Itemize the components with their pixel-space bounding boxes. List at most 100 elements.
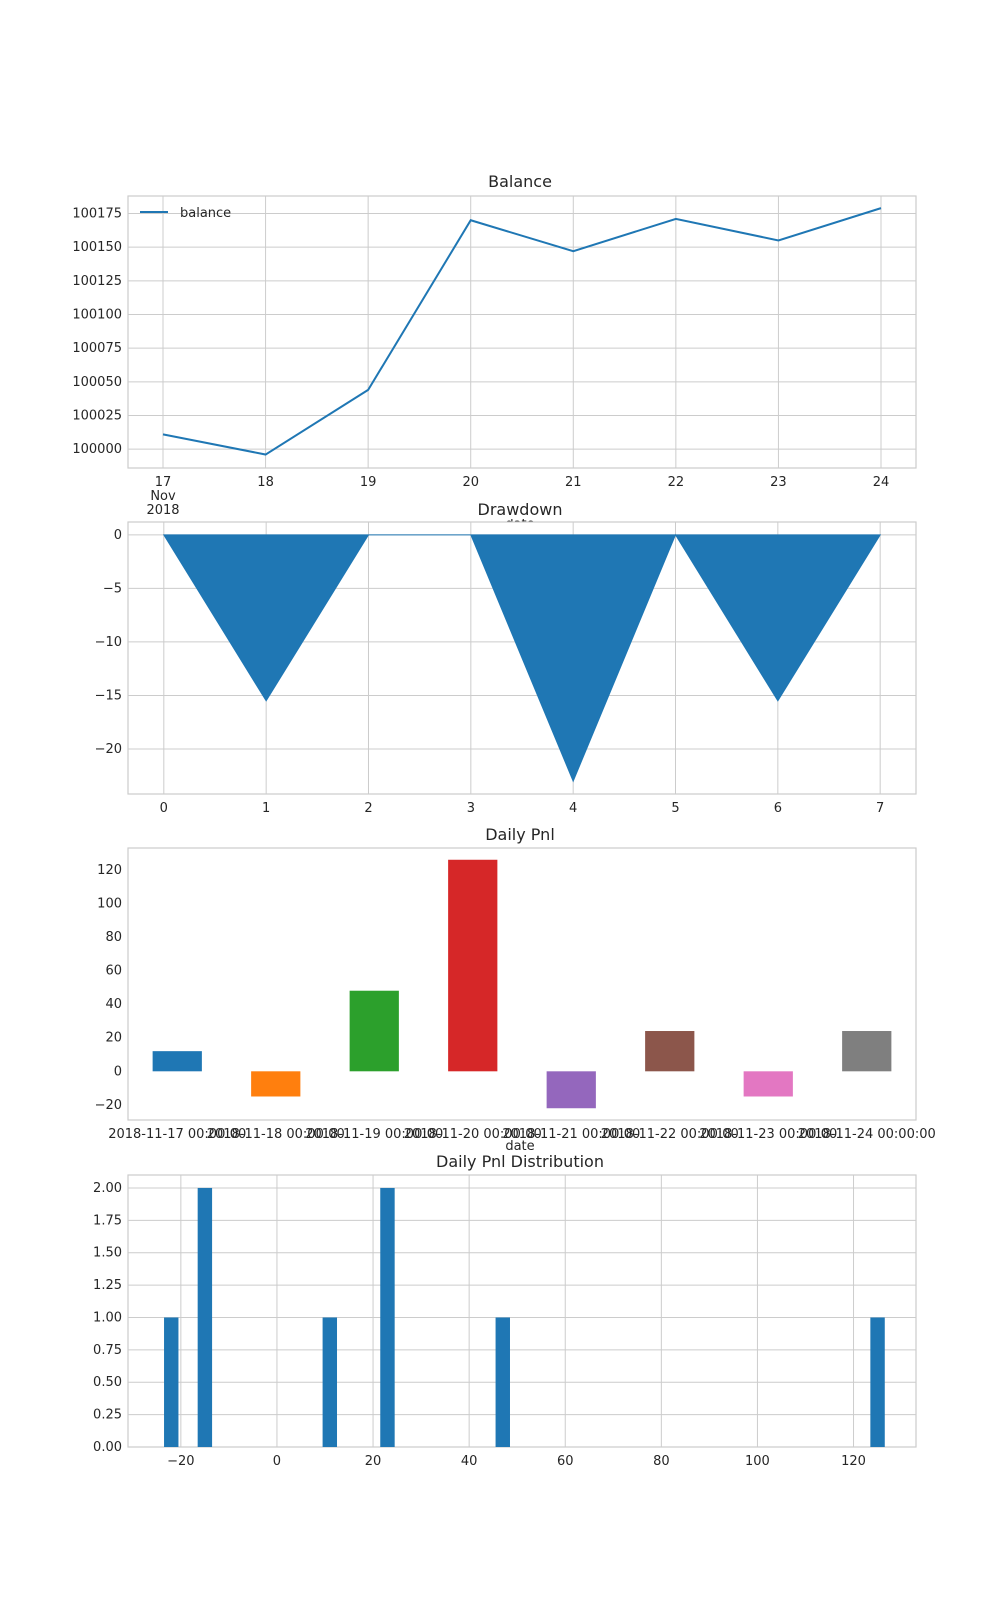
balance-y-tick-label: 100075 <box>72 341 122 356</box>
drawdown-y-tick-label: −5 <box>103 581 122 596</box>
balance-x-tick-label: 2018 <box>146 503 179 518</box>
pnl-distribution-y-tick-label: 0.00 <box>93 1440 122 1455</box>
pnl-distribution-x-tick-label: 40 <box>461 1454 478 1469</box>
balance-y-tick-label: 100125 <box>72 274 122 289</box>
daily-pnl-bar <box>645 1031 695 1072</box>
pnl-distribution-x-tick-label: −20 <box>167 1454 194 1469</box>
balance-grid <box>128 196 916 468</box>
daily-pnl-y-tick-label: 100 <box>97 896 122 911</box>
balance-x-tick-label: Nov <box>150 489 176 504</box>
pnl-distribution-x-tick-label: 80 <box>653 1454 670 1469</box>
daily-pnl-bar <box>546 1071 596 1109</box>
daily-pnl-bar <box>349 990 399 1072</box>
drawdown-x-tick-label: 6 <box>774 801 782 816</box>
pnl-distribution-title: Daily Pnl Distribution <box>436 1152 604 1171</box>
balance-axes-frame <box>127 195 917 469</box>
daily-pnl-y-tick-label: 60 <box>105 964 122 979</box>
drawdown-area <box>162 533 882 783</box>
pnl-distribution-x-tick-label: 60 <box>557 1454 574 1469</box>
daily-pnl-bar <box>448 859 498 1072</box>
daily-pnl-y-tick-label: −20 <box>95 1098 122 1113</box>
balance-x-tick-label: 21 <box>565 475 582 490</box>
drawdown-x-tick-label: 4 <box>569 801 577 816</box>
daily-pnl-panel: Daily Pnl −20 0 20 40 60 80 100 120 2018-11-17 0… <box>95 825 936 1154</box>
pnl-distribution-bar <box>322 1317 338 1447</box>
pnl-distribution-y-tick-label: 0.50 <box>93 1375 122 1390</box>
pnl-distribution-y-tick-label: 1.50 <box>93 1246 122 1261</box>
balance-x-tick-label: 19 <box>360 475 377 490</box>
balance-y-tick-label: 100150 <box>72 240 122 255</box>
daily-pnl-bar <box>152 1051 202 1072</box>
drawdown-y-tick-label: −15 <box>95 688 122 703</box>
daily-pnl-y-tick-label: 0 <box>114 1064 122 1079</box>
daily-pnl-bar <box>842 1031 892 1072</box>
daily-pnl-y-tick-label: 40 <box>105 997 122 1012</box>
daily-pnl-x-tick-label: 2018-11-22 00:00:00 <box>601 1127 739 1142</box>
pnl-distribution-x-tick-label: 100 <box>745 1454 770 1469</box>
balance-marks <box>162 207 882 456</box>
balance-x-tick-label: 18 <box>257 475 274 490</box>
pnl-distribution-y-tick-label: 0.25 <box>93 1408 122 1423</box>
daily-pnl-y-tick-label: 120 <box>97 863 122 878</box>
pnl-distribution-y-tick-label: 1.75 <box>93 1213 122 1228</box>
pnl-distribution-bar <box>380 1187 395 1447</box>
pnl-distribution-x-tick-label: 120 <box>841 1454 866 1469</box>
daily-pnl-x-tick-label: 2018-11-17 00:00:00 <box>108 1127 246 1142</box>
pnl-distribution-y-tick-label: 1.25 <box>93 1278 122 1293</box>
balance-y-tick-label: 100025 <box>72 408 122 423</box>
balance-title: Balance <box>488 172 552 191</box>
drawdown-x-tick-label: 3 <box>467 801 475 816</box>
drawdown-title: Drawdown <box>478 500 563 519</box>
balance-ticks: 100000 100025 100050 100075 100100 100125 1001… <box>72 207 889 518</box>
pnl-distribution-bar <box>164 1317 179 1447</box>
drawdown-y-tick-label: −10 <box>95 635 122 650</box>
daily-pnl-bar <box>743 1071 793 1097</box>
pnl-distribution-x-tick-label: 0 <box>273 1454 281 1469</box>
daily-pnl-xlabel: date <box>505 1139 534 1154</box>
pnl-distribution-x-tick-label: 20 <box>365 1454 382 1469</box>
drawdown-marks <box>162 533 882 783</box>
pnl-distribution-y-tick-label: 2.00 <box>93 1181 122 1196</box>
pnl-distribution-y-tick-label: 0.75 <box>93 1343 122 1358</box>
balance-series-line <box>162 207 882 456</box>
balance-y-tick-label: 100000 <box>72 442 122 457</box>
drawdown-x-tick-label: 5 <box>671 801 679 816</box>
drawdown-x-tick-label: 0 <box>160 801 168 816</box>
daily-pnl-y-tick-label: 20 <box>105 1031 122 1046</box>
balance-x-tick-label: 20 <box>462 475 479 490</box>
balance-legend-label: balance <box>180 206 231 221</box>
daily-pnl-y-tick-label: 80 <box>105 930 122 945</box>
balance-x-tick-label: 24 <box>873 475 890 490</box>
balance-y-tick-label: 100100 <box>72 307 122 322</box>
daily-pnl-x-tick-label: 2018-11-21 00:00:00 <box>502 1127 640 1142</box>
daily-pnl-x-tick-label: 2018-11-19 00:00:00 <box>305 1127 443 1142</box>
daily-pnl-axes-frame <box>127 847 917 1121</box>
daily-pnl-x-tick-label: 2018-11-20 00:00:00 <box>404 1127 542 1142</box>
balance-legend: balance <box>140 206 231 221</box>
balance-y-tick-label: 100175 <box>72 207 122 222</box>
daily-pnl-x-tick-label: 2018-11-23 00:00:00 <box>699 1127 837 1142</box>
pnl-distribution-panel: Daily Pnl Distribution 0.00 0.25 0.50 0.75 1… <box>93 1152 917 1469</box>
balance-x-tick-label: 17 <box>155 475 172 490</box>
balance-panel: Balance 10000010002510005010007510010010… <box>72 172 917 532</box>
pnl-distribution-y-tick-label: 1.00 <box>93 1310 122 1325</box>
pnl-distribution-marks <box>164 1187 885 1447</box>
pnl-distribution-grid <box>128 1175 916 1448</box>
balance-x-tick-label: 22 <box>668 475 685 490</box>
pnl-distribution-bar <box>870 1317 885 1447</box>
drawdown-x-tick-label: 1 <box>262 801 270 816</box>
pnl-distribution-ticks: 0.00 0.25 0.50 0.75 1.00 1.25 1.50 1.75 2.00 −20 0… <box>93 1181 866 1469</box>
daily-pnl-x-tick-label: 2018-11-24 00:00:00 <box>798 1127 936 1142</box>
daily-pnl-title: Daily Pnl <box>485 825 555 844</box>
daily-pnl-x-tick-label: 2018-11-18 00:00:00 <box>207 1127 345 1142</box>
pnl-distribution-bar <box>495 1317 510 1447</box>
pnl-distribution-axes-frame <box>127 1174 917 1448</box>
balance-y-tick-label: 100050 <box>72 375 122 390</box>
drawdown-x-tick-label: 7 <box>876 801 884 816</box>
drawdown-x-tick-label: 2 <box>364 801 372 816</box>
daily-pnl-bar <box>251 1071 301 1097</box>
pnl-distribution-bar <box>197 1187 213 1447</box>
drawdown-y-tick-label: 0 <box>114 528 122 543</box>
